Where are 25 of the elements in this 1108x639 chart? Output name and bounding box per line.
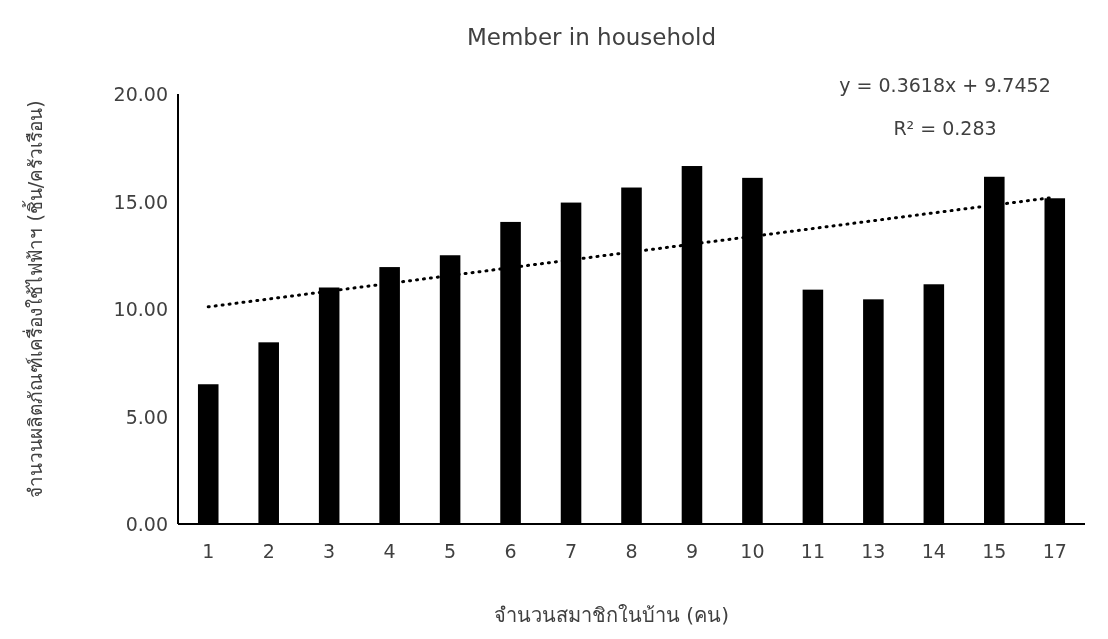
chart-title: Member in household: [466, 24, 717, 50]
x-tick-label: 2: [262, 540, 275, 562]
x-tick-label: 3: [323, 540, 336, 562]
y-tick-label: 5.00: [125, 405, 168, 428]
x-tick-label: 8: [625, 540, 638, 562]
y-tick-label: 20.00: [113, 83, 168, 105]
x-tick-label: 10: [740, 540, 765, 562]
x-tick-label: 9: [685, 540, 699, 562]
x-tick-label: 5: [444, 540, 457, 562]
annotation: R² = 0.283: [893, 117, 997, 139]
x-tick-label: 7: [564, 540, 578, 562]
y-axis-title: จำนวนผลิตภัณฑ์เครื่องใช้ไฟฟ้าฯ (ชิ้น/ครัวเรือน): [22, 100, 46, 498]
x-tick-label: 13: [861, 540, 886, 562]
x-tick-label: 17: [1042, 540, 1067, 562]
x-tick-label: 6: [504, 540, 517, 562]
x-tick-label: 11: [800, 540, 825, 562]
x-tick-label: 1: [202, 540, 215, 562]
x-tick-label: 15: [982, 540, 1007, 562]
annotation: y = 0.3618x + 9.7452: [839, 74, 1051, 96]
x-tick-label: 4: [383, 540, 396, 562]
x-tick-label: 14: [921, 540, 946, 562]
y-tick-label: 0.00: [125, 513, 168, 535]
x-axis-title: จำนวนสมาชิกในบ้าน (คน): [494, 603, 729, 627]
y-tick-label: 10.00: [113, 298, 168, 320]
y-tick-label: 15.00: [113, 190, 168, 213]
